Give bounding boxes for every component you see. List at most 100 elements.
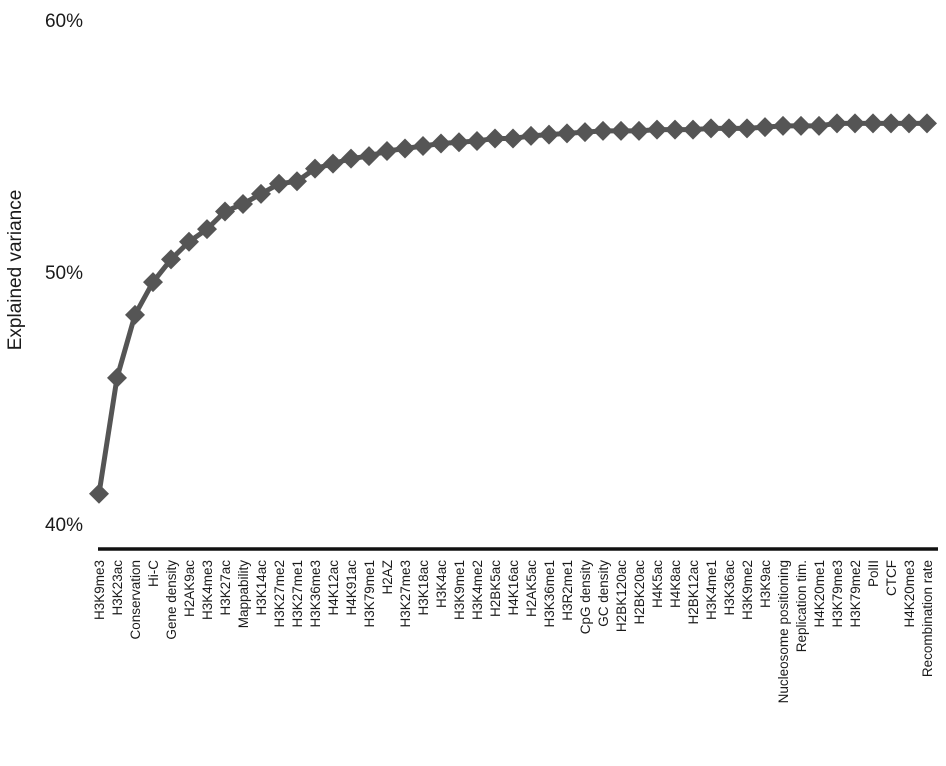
data-point-marker [611, 120, 631, 141]
x-category-label: PolII [866, 560, 881, 587]
x-category-label: H4K20me3 [902, 560, 917, 628]
x-category-label: H3K27ac [218, 560, 233, 616]
data-point-marker [629, 120, 649, 141]
y-axis-ticks: 40% 50% 60% [45, 11, 83, 536]
data-point-marker [593, 120, 613, 141]
x-axis-category-labels: H3K9me3 H3K23ac Conservation Hi-C Gene densi… [92, 560, 935, 704]
data-point-marker [413, 136, 433, 156]
x-category-label: Conservation [128, 560, 143, 640]
data-point-marker [719, 118, 739, 139]
data-point-marker [827, 113, 847, 134]
x-category-label: H3K4me1 [704, 560, 719, 620]
data-point-marker [773, 115, 793, 136]
x-category-label: H3K36me3 [308, 560, 323, 628]
series-layer [89, 113, 937, 504]
x-category-label: Recombination rate [920, 560, 935, 677]
x-category-label: CpG density [578, 560, 593, 635]
data-point-marker [467, 130, 487, 151]
data-point-marker [791, 115, 811, 136]
data-point-marker [899, 113, 919, 134]
x-category-label: Replication tim. [794, 560, 809, 652]
x-category-label: H2BK20ac [632, 560, 647, 625]
data-point-marker [701, 118, 721, 139]
x-category-label: H3K27me1 [290, 560, 305, 628]
y-tick-label: 40% [45, 515, 83, 536]
data-point-marker [161, 249, 181, 270]
data-point-marker [737, 118, 757, 139]
data-point-marker [305, 158, 325, 179]
data-point-marker [251, 183, 271, 204]
x-category-label: H3K4me3 [200, 560, 215, 620]
data-point-marker [323, 153, 343, 174]
x-category-label: H3K9ac [758, 560, 773, 608]
y-tick-label: 60% [45, 11, 83, 32]
x-category-label: H3K79me2 [848, 560, 863, 628]
x-category-label: H2AK9ac [182, 560, 197, 617]
data-point-marker [557, 123, 577, 144]
data-point-marker [881, 113, 901, 134]
x-category-label: H2BK120ac [614, 560, 629, 632]
x-category-label: Gene density [164, 560, 179, 640]
y-tick-label: 50% [45, 263, 83, 284]
x-category-label: H3K36me1 [542, 560, 557, 628]
x-category-label: H3K23ac [110, 560, 125, 616]
x-category-label: H4K12ac [326, 560, 341, 616]
data-point-marker [233, 193, 253, 214]
data-point-marker [431, 133, 451, 154]
data-point-marker [755, 117, 775, 138]
data-point-marker [287, 171, 307, 192]
data-point-marker [863, 113, 883, 134]
data-point-marker [197, 219, 217, 240]
data-point-marker [521, 125, 541, 146]
data-point-marker [845, 113, 865, 134]
x-category-label: H3K9me1 [452, 560, 467, 620]
data-point-marker [575, 122, 595, 143]
data-point-marker [179, 231, 199, 252]
data-point-marker [125, 304, 145, 325]
x-category-label: H4K16ac [506, 560, 521, 616]
x-category-label: Mappability [236, 560, 251, 629]
x-category-label: H3K27me2 [272, 560, 287, 628]
data-point-marker [539, 124, 559, 145]
x-category-label: GC density [596, 560, 611, 627]
x-category-label: CTCF [884, 560, 899, 596]
x-category-label: H2BK12ac [686, 560, 701, 625]
x-category-label: H2AZ [380, 560, 395, 595]
data-point-marker [269, 173, 289, 194]
data-point-marker [359, 146, 379, 167]
data-point-marker [647, 119, 667, 140]
x-category-label: H3K27me3 [398, 560, 413, 628]
x-category-label: H3K4me2 [470, 560, 485, 620]
data-point-marker [341, 148, 361, 169]
x-category-label: H3K18ac [416, 560, 431, 616]
x-category-label: H4K91ac [344, 560, 359, 616]
x-category-label: H2BK5ac [488, 560, 503, 617]
data-point-marker [89, 483, 109, 504]
data-point-marker [377, 141, 397, 162]
data-point-marker [107, 367, 127, 388]
data-point-marker [143, 272, 163, 293]
data-point-marker [395, 138, 415, 159]
data-point-marker [809, 115, 829, 136]
x-category-label: H4K8ac [668, 560, 683, 608]
x-category-label: H4K20me1 [812, 560, 827, 628]
data-point-marker [449, 132, 469, 153]
x-category-label: H3R2me1 [560, 560, 575, 621]
x-category-label: H3K36ac [722, 560, 737, 616]
x-category-label: Hi-C [146, 560, 161, 587]
x-category-label: Nucleosome positioning [776, 560, 791, 703]
data-point-marker [683, 119, 703, 140]
data-point-marker [503, 128, 523, 149]
x-category-label: H4K5ac [650, 560, 665, 608]
x-category-label: H3K4ac [434, 560, 449, 608]
x-category-label: H3K9me2 [740, 560, 755, 620]
data-point-marker [917, 113, 937, 134]
x-category-label: H3K79me1 [362, 560, 377, 628]
x-category-label: H3K9me3 [92, 560, 107, 620]
data-point-marker [215, 201, 235, 222]
x-category-label: H2AK5ac [524, 560, 539, 617]
data-point-marker [665, 119, 685, 140]
data-point-marker [485, 128, 505, 149]
x-category-label: H3K79me3 [830, 560, 845, 628]
